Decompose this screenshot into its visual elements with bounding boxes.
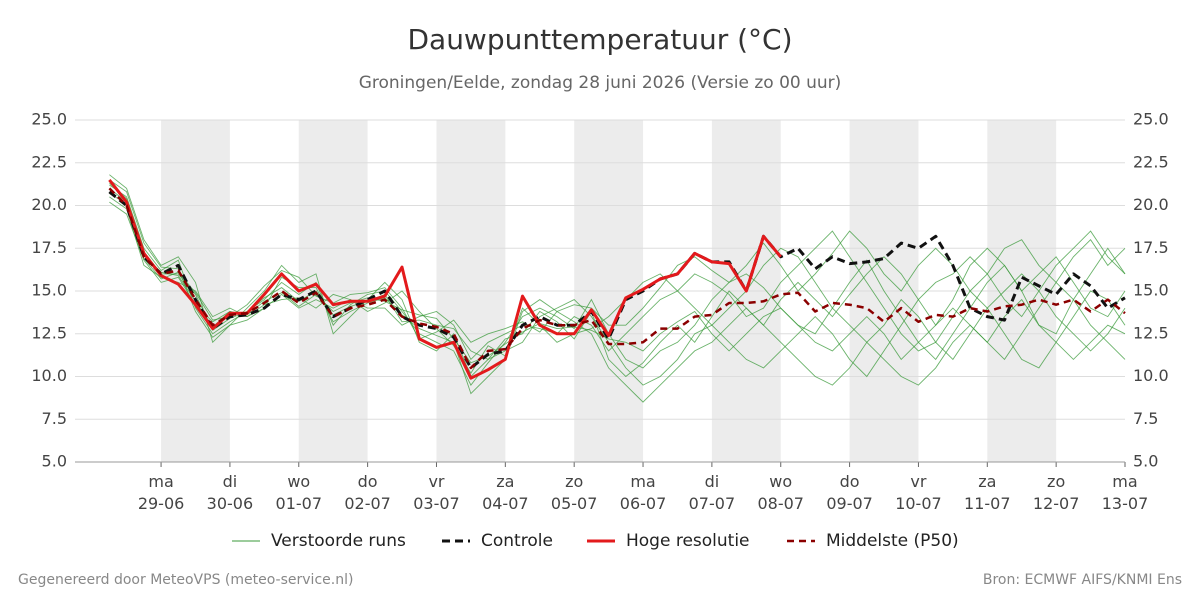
ensemble-line bbox=[109, 201, 1126, 386]
y-tick-label: 7.5 bbox=[42, 409, 67, 428]
y-tick-label: 15.0 bbox=[31, 281, 67, 300]
x-tick-label: ma 29-06 bbox=[138, 472, 185, 513]
x-tick-label: zo 05-07 bbox=[551, 472, 598, 513]
x-tick-label: wo 01-07 bbox=[276, 472, 323, 513]
x-tick-label: do 02-07 bbox=[344, 472, 391, 513]
x-tick-label: vr 03-07 bbox=[413, 472, 460, 513]
x-tick-label: zo 12-07 bbox=[1033, 472, 1080, 513]
ensemble-line bbox=[109, 188, 1126, 378]
x-tick-label: di 30-06 bbox=[207, 472, 254, 513]
y2-tick-label: 17.5 bbox=[1133, 238, 1169, 257]
ensemble-line bbox=[109, 184, 1126, 386]
footer-right: Bron: ECMWF AIFS/KNMI Ens bbox=[983, 572, 1182, 588]
y-tick-label: 5.0 bbox=[42, 452, 67, 471]
y2-tick-label: 10.0 bbox=[1133, 366, 1169, 385]
y2-tick-label: 20.0 bbox=[1133, 195, 1169, 214]
x-tick-label: do 09-07 bbox=[826, 472, 873, 513]
y2-tick-label: 15.0 bbox=[1133, 281, 1169, 300]
legend-label: Controle bbox=[481, 531, 553, 551]
x-tick-label: ma 13-07 bbox=[1102, 472, 1149, 513]
y-tick-label: 10.0 bbox=[31, 366, 67, 385]
footer-left: Gegenereerd door MeteoVPS (meteo-service… bbox=[18, 572, 353, 588]
series-line bbox=[108, 187, 1126, 370]
x-tick-label: wo 08-07 bbox=[757, 472, 804, 513]
ensemble-line bbox=[109, 182, 1126, 364]
legend-label: Verstoorde runs bbox=[271, 531, 406, 551]
y-tick-label: 17.5 bbox=[31, 238, 67, 257]
y2-tick-label: 12.5 bbox=[1133, 323, 1169, 342]
ensemble-line bbox=[109, 179, 1126, 403]
y-tick-label: 22.5 bbox=[31, 152, 67, 171]
chart-title: Dauwpunttemperatuur (°C) bbox=[407, 23, 792, 56]
x-tick-label: ma 06-07 bbox=[620, 472, 667, 513]
y2-tick-label: 25.0 bbox=[1133, 110, 1169, 129]
legend-label: Middelste (P50) bbox=[826, 531, 959, 551]
y-tick-label: 20.0 bbox=[31, 195, 67, 214]
y2-tick-label: 5.0 bbox=[1133, 452, 1158, 471]
y2-tick-label: 22.5 bbox=[1133, 152, 1169, 171]
chart-subtitle: Groningen/Eelde, zondag 28 juni 2026 (Ve… bbox=[359, 73, 842, 93]
legend-label: Hoge resolutie bbox=[626, 531, 750, 551]
x-tick-label: vr 10-07 bbox=[895, 472, 942, 513]
x-tick-label: di 07-07 bbox=[689, 472, 736, 513]
x-tick-label: za 11-07 bbox=[964, 472, 1011, 513]
y-tick-label: 25.0 bbox=[31, 110, 67, 129]
x-tick-label: za 04-07 bbox=[482, 472, 529, 513]
y-tick-label: 12.5 bbox=[31, 323, 67, 342]
y2-tick-label: 7.5 bbox=[1133, 409, 1158, 428]
